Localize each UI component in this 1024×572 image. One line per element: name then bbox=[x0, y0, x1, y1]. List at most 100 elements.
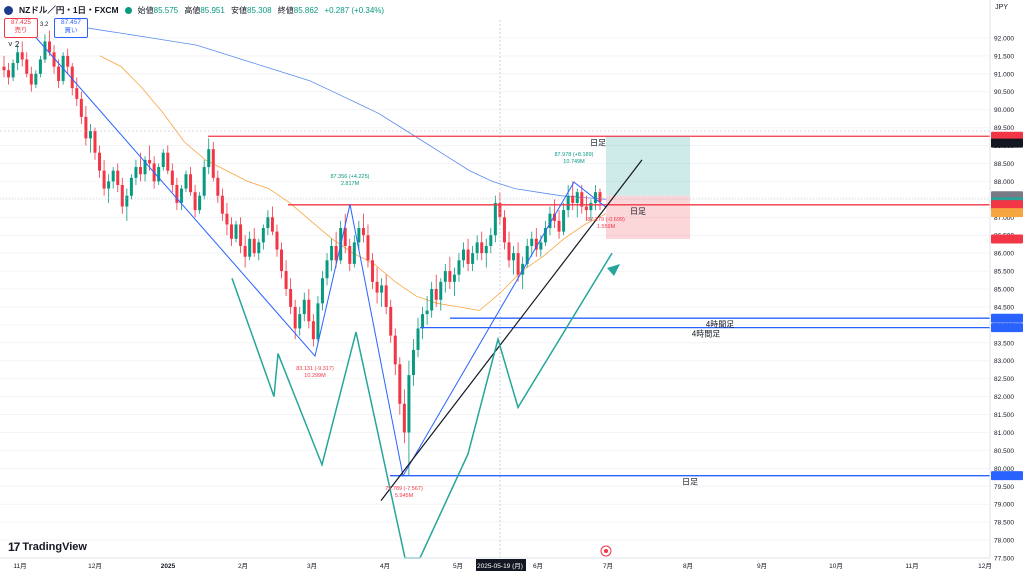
candle bbox=[198, 192, 202, 214]
candle bbox=[484, 238, 488, 268]
candle-body bbox=[107, 181, 111, 189]
candle bbox=[134, 159, 138, 185]
candle bbox=[384, 274, 388, 315]
collapse-chevron-icon[interactable]: ˅ 2 bbox=[8, 40, 20, 49]
candle bbox=[430, 281, 434, 318]
y-tick-label: 86.000 bbox=[994, 251, 1014, 258]
candle bbox=[416, 317, 420, 358]
candle-body bbox=[516, 253, 520, 275]
candle bbox=[248, 231, 252, 261]
candle-body bbox=[493, 202, 497, 236]
candle-body bbox=[398, 364, 402, 404]
candle bbox=[584, 195, 588, 221]
y-tick-label: 78.500 bbox=[994, 520, 1014, 527]
candle bbox=[357, 220, 361, 250]
candle bbox=[361, 213, 365, 243]
buy-button[interactable]: 87.457 買い bbox=[54, 18, 88, 38]
candle-body bbox=[261, 228, 265, 243]
y-tick-label: 90.000 bbox=[994, 107, 1014, 114]
candle-body bbox=[143, 159, 147, 175]
candle-body bbox=[7, 70, 11, 78]
candle bbox=[334, 231, 338, 268]
candle-body bbox=[216, 177, 220, 196]
candle-body bbox=[375, 281, 379, 293]
y-tick-label: 82.000 bbox=[994, 394, 1014, 401]
candle bbox=[25, 52, 29, 78]
candle-body bbox=[371, 260, 375, 282]
y-tick-label: 85.000 bbox=[994, 287, 1014, 294]
buy-label: 買い bbox=[64, 27, 78, 34]
candle bbox=[316, 296, 320, 343]
candle-body bbox=[266, 217, 270, 229]
x-tick-label: 9月 bbox=[757, 562, 767, 570]
tradingview-logo: 17 TradingView bbox=[8, 540, 87, 554]
y-tick-label: 88.000 bbox=[994, 179, 1014, 186]
candle-body bbox=[580, 192, 584, 207]
candle bbox=[330, 238, 334, 272]
symbol-title[interactable]: NZドル／円・1日・FXCM bbox=[19, 5, 119, 15]
candle bbox=[270, 206, 274, 236]
candle-body bbox=[425, 310, 429, 315]
candle-body bbox=[38, 59, 42, 74]
candle bbox=[475, 235, 479, 261]
candle-body bbox=[93, 131, 97, 153]
candle-body bbox=[202, 167, 206, 196]
candle-body bbox=[534, 238, 538, 250]
candle-body bbox=[512, 253, 516, 261]
candle-body bbox=[252, 238, 256, 254]
candle bbox=[216, 170, 220, 203]
candle bbox=[129, 174, 133, 200]
alert-bell-icon bbox=[600, 545, 612, 557]
candle-body bbox=[29, 73, 33, 85]
price-tag bbox=[991, 323, 1023, 333]
candle bbox=[220, 188, 224, 221]
candle bbox=[393, 328, 397, 376]
x-tick-label: 11月 bbox=[905, 562, 918, 570]
candle bbox=[111, 167, 115, 189]
candle-body bbox=[393, 335, 397, 365]
candle bbox=[75, 77, 79, 107]
candle bbox=[98, 145, 102, 178]
candle-body bbox=[2, 66, 6, 71]
candle-body bbox=[484, 245, 488, 254]
change-value: +0.287 (+0.34%) bbox=[324, 5, 385, 15]
candle bbox=[521, 256, 525, 289]
candle-body bbox=[434, 289, 438, 300]
candle-body bbox=[234, 224, 238, 239]
sell-button[interactable]: 87.425 売り bbox=[4, 18, 38, 38]
low-label: 安値 bbox=[231, 5, 248, 15]
candle bbox=[84, 106, 88, 146]
open-value: 85.575 bbox=[153, 5, 179, 15]
candle bbox=[57, 59, 61, 89]
high-label: 高値 bbox=[184, 5, 201, 15]
candle-body bbox=[357, 228, 361, 243]
y-tick-label: 84.500 bbox=[994, 304, 1014, 311]
candle bbox=[352, 235, 356, 268]
candle bbox=[29, 66, 33, 92]
candle bbox=[261, 224, 265, 250]
zigzag-line bbox=[29, 30, 607, 478]
candle-body bbox=[98, 152, 102, 171]
candle bbox=[184, 170, 188, 193]
candle bbox=[20, 41, 24, 67]
sell-label: 売り bbox=[14, 27, 28, 34]
candle bbox=[202, 159, 206, 200]
y-tick-label: 81.000 bbox=[994, 430, 1014, 437]
candle bbox=[562, 202, 566, 236]
candle bbox=[2, 55, 6, 78]
candle-body bbox=[134, 167, 138, 178]
candle-body bbox=[421, 314, 425, 329]
candle bbox=[175, 177, 179, 211]
candle-body bbox=[411, 349, 415, 376]
candle bbox=[530, 231, 534, 257]
candle-body bbox=[198, 195, 202, 211]
candle bbox=[43, 34, 47, 64]
price-tag bbox=[991, 208, 1023, 218]
candle-body bbox=[316, 303, 320, 340]
candle bbox=[398, 357, 402, 415]
candle-body bbox=[352, 242, 356, 264]
candle bbox=[47, 30, 51, 56]
candle bbox=[402, 389, 406, 444]
